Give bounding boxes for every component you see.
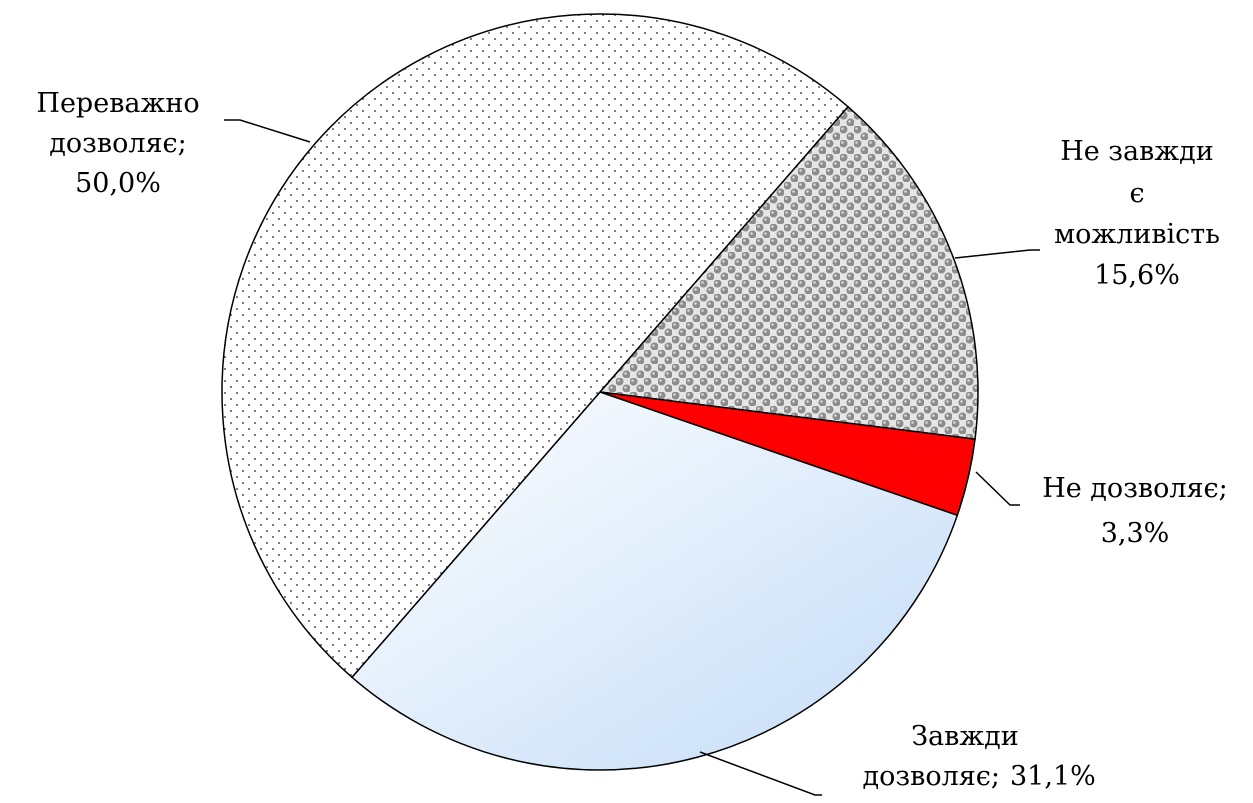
value-label: 50,0% bbox=[75, 168, 161, 199]
value-label: 31,1% bbox=[1010, 761, 1096, 792]
value-label: 3,3% bbox=[1101, 518, 1170, 549]
value-label: 15,6% bbox=[1094, 260, 1180, 291]
pie-slice bbox=[598, 105, 979, 440]
slice-label: Переважно дозволяє; bbox=[36, 88, 199, 159]
slice-label: Завжди дозволяє; bbox=[863, 721, 1019, 792]
pie-slice bbox=[350, 391, 959, 771]
leader-line bbox=[699, 751, 822, 796]
slice-label: Не дозволяє; bbox=[1042, 473, 1228, 504]
pie-slice bbox=[221, 13, 850, 679]
slice-label: Не завжди є можливість bbox=[1054, 136, 1220, 250]
leader-line bbox=[224, 119, 311, 143]
leader-line bbox=[954, 249, 1040, 259]
leader-line bbox=[975, 471, 1020, 506]
